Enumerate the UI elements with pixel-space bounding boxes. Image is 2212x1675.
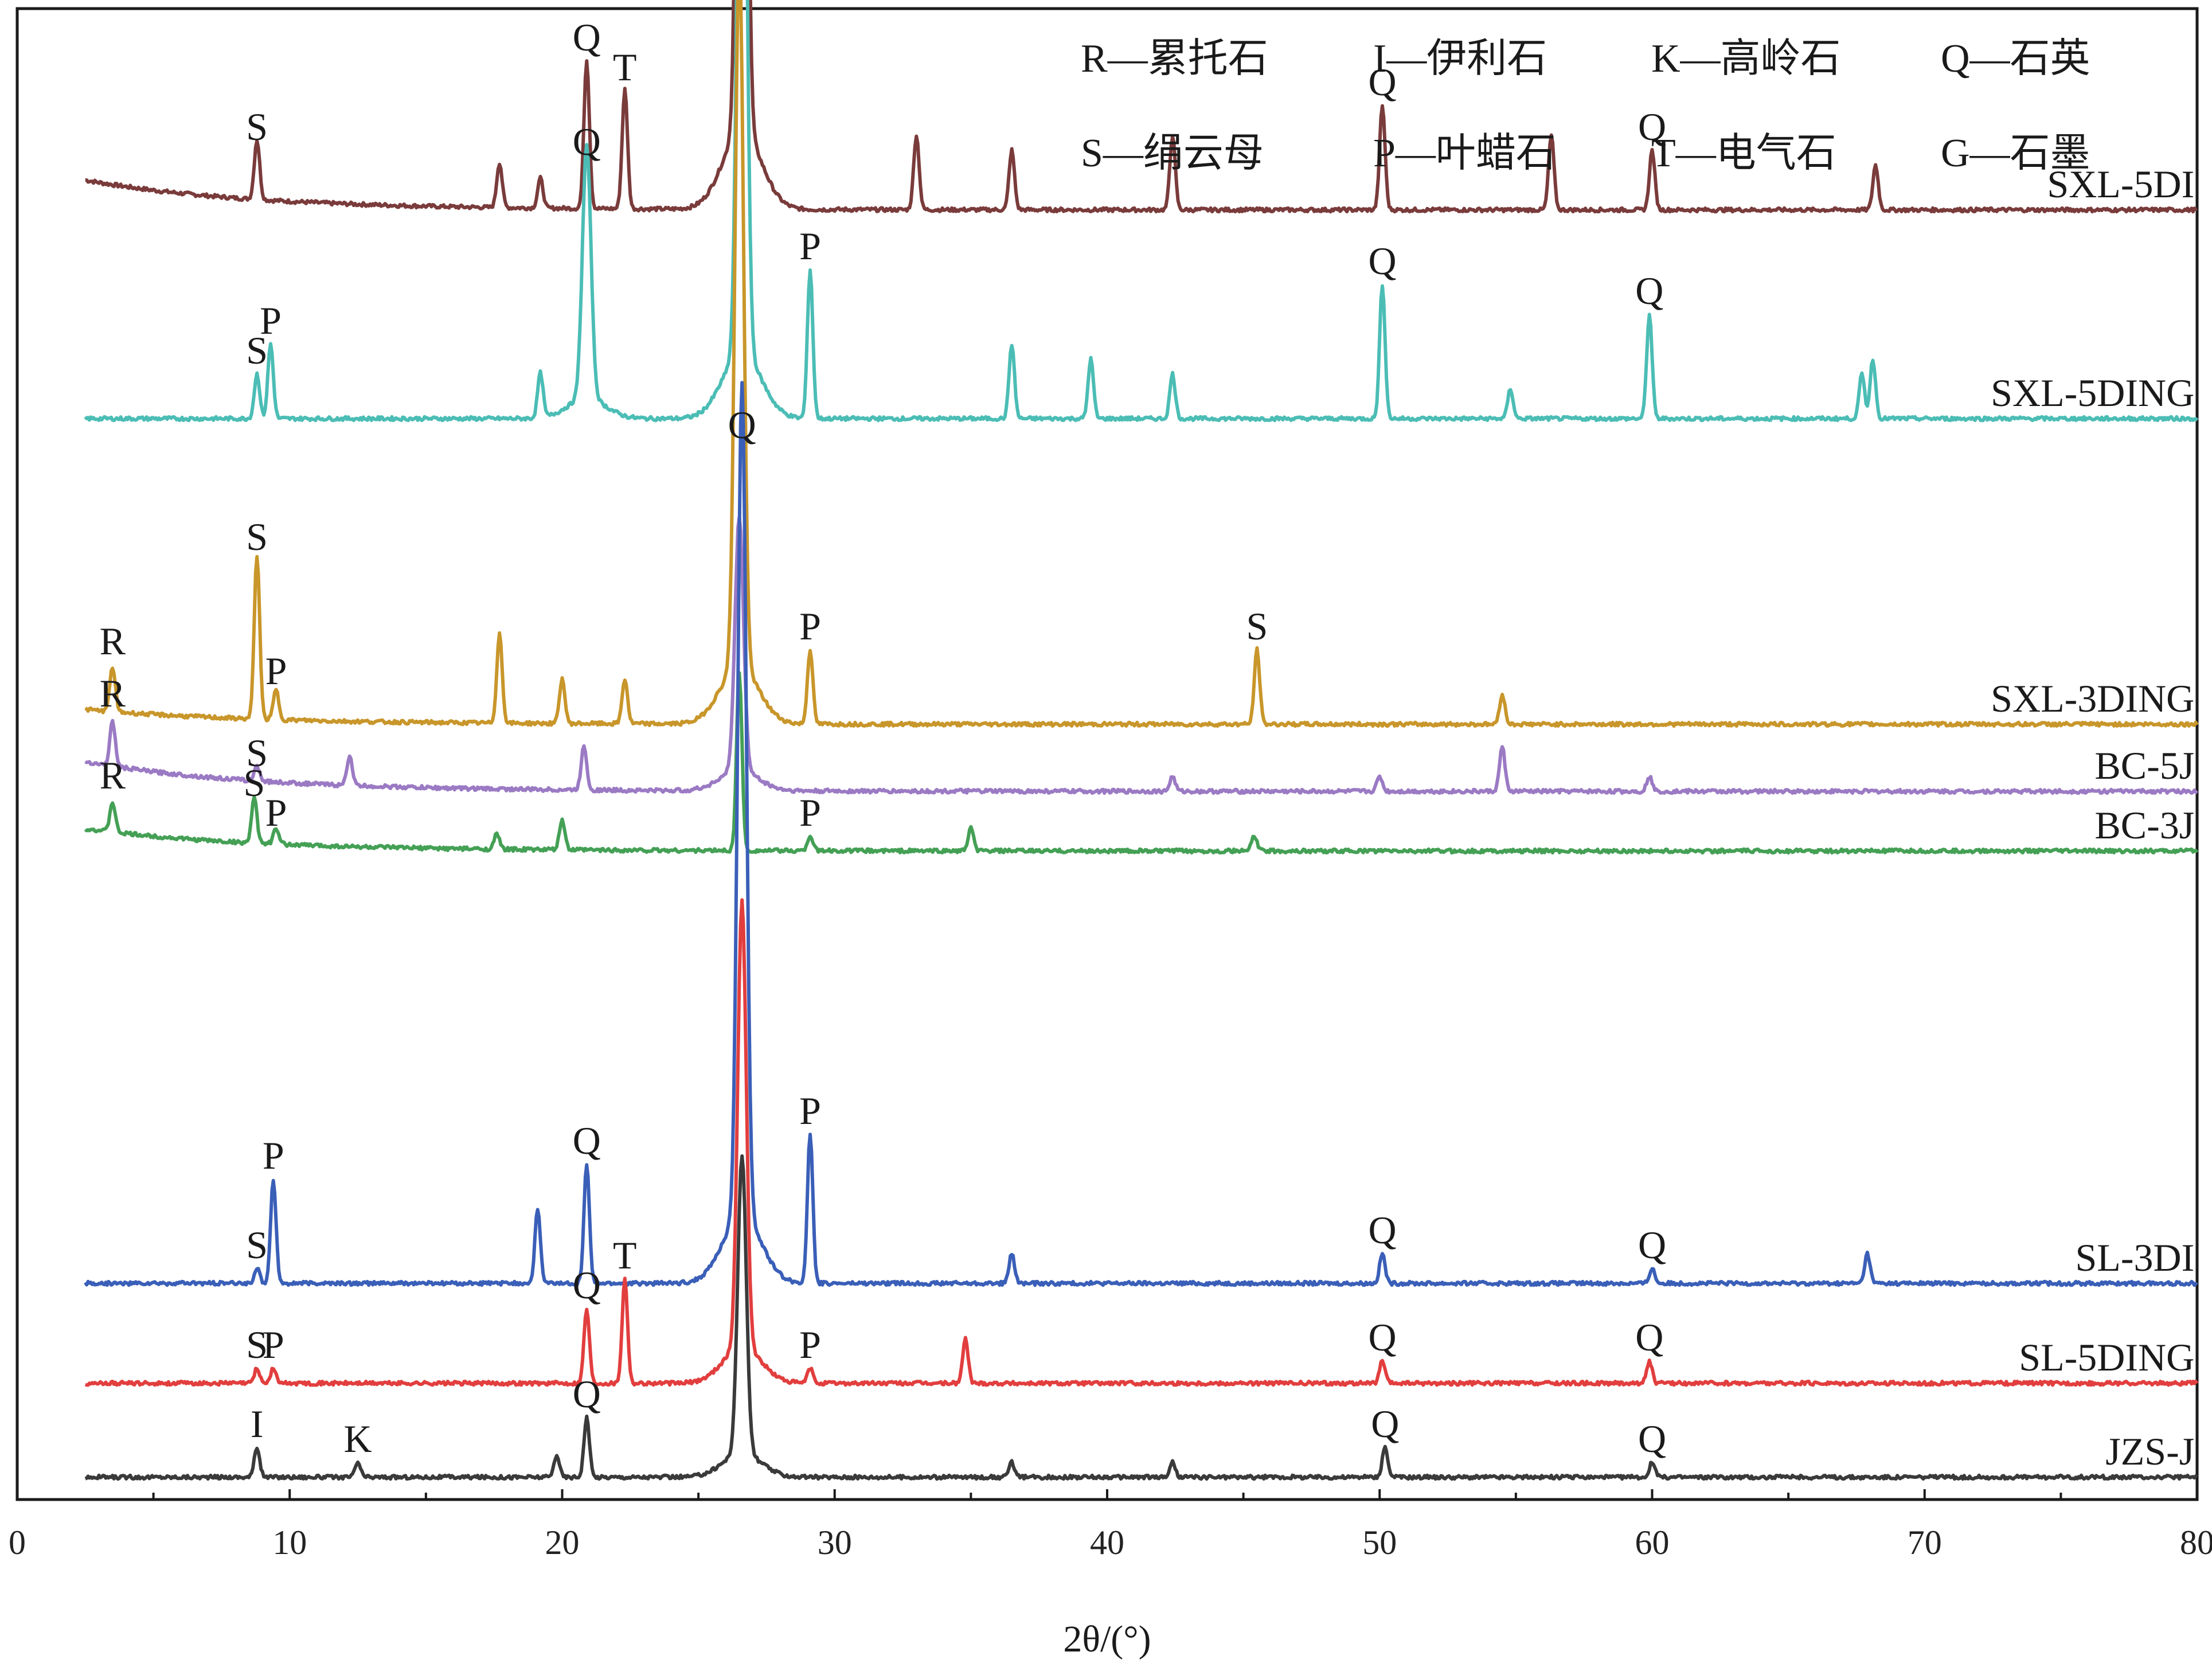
legend-entry-s: S—绢云母 <box>1081 131 1264 175</box>
peak-label-q: Q <box>573 1372 601 1416</box>
x-tick-label: 10 <box>272 1524 307 1561</box>
series-line-jzs-j <box>84 1154 2198 1481</box>
peak-label-t: T <box>613 1233 637 1277</box>
peak-label-q: Q <box>573 1263 601 1307</box>
peak-label-q: Q <box>573 1119 601 1162</box>
series-name-label: SXL-5DING <box>1991 371 2194 415</box>
series-name-label: JZS-J <box>2105 1430 2194 1473</box>
series-name-label: SXL-5DI <box>2047 162 2194 206</box>
peak-label-i: I <box>251 1402 264 1446</box>
peak-label-q: Q <box>1638 1417 1666 1461</box>
peak-label-p: P <box>263 1323 284 1366</box>
series-line-bc-5j <box>84 515 2198 795</box>
peak-label-p: P <box>263 1134 284 1177</box>
series-line-sl-5ding <box>84 898 2199 1387</box>
legend-entry-q: Q—石英 <box>1941 37 2090 81</box>
peak-label-p: P <box>799 1323 821 1366</box>
peak-label-q: Q <box>1368 239 1396 283</box>
peak-label-s: S <box>246 1323 268 1366</box>
legend-entry-g: G—石墨 <box>1941 131 2090 175</box>
x-axis: 0 10 20 30 40 50 60 70 80 <box>9 1489 2212 1561</box>
series-name-label: BC-5J <box>2094 744 2194 787</box>
peak-label-p: P <box>265 791 287 834</box>
x-tick-label: 20 <box>545 1524 580 1561</box>
series-line-sxl-5di <box>85 0 2198 214</box>
peak-label-q: Q <box>1368 60 1396 104</box>
peak-label-q: Q <box>1635 269 1663 313</box>
series-name-label: SXL-3DING <box>1991 677 2194 720</box>
peak-label-s: S <box>246 105 268 149</box>
peak-label-layer: SXL-5DISQTQQQSXL-5DINGSPQPQQSXL-3DINGRSP… <box>100 0 2195 1473</box>
legend-entry-p: P—叶蜡石 <box>1373 131 1556 175</box>
peak-label-s: S <box>246 1223 268 1267</box>
legend-entry-k: K—高岭石 <box>1651 37 1841 81</box>
x-tick-label: 50 <box>1362 1524 1397 1561</box>
peak-label-s: S <box>244 761 265 805</box>
x-tick-label: 70 <box>1908 1524 1942 1561</box>
series-line-sl-3di <box>84 381 2198 1287</box>
legend-entry-r: R—累托石 <box>1081 37 1268 81</box>
x-tick-label: 30 <box>818 1524 852 1561</box>
peak-label-q: Q <box>1635 1315 1663 1359</box>
series-name-label: BC-3J <box>2094 803 2194 847</box>
peak-label-r: R <box>100 753 126 797</box>
peak-label-s: S <box>1246 604 1268 648</box>
peak-label-r: R <box>100 619 126 663</box>
peak-label-p: P <box>799 224 821 268</box>
peak-label-p: P <box>799 1089 821 1133</box>
peak-label-r: R <box>100 671 126 715</box>
x-axis-label: 2θ/(°) <box>1063 1618 1151 1660</box>
peak-label-q: Q <box>1638 105 1666 149</box>
peak-label-q: Q <box>728 403 756 447</box>
peak-label-q: Q <box>1368 1208 1396 1252</box>
legend-entry-i: I—伊利石 <box>1373 37 1547 81</box>
peak-label-q: Q <box>573 120 601 163</box>
series-line-bc-3j <box>84 671 2199 855</box>
peak-label-g: G <box>725 0 753 7</box>
peak-label-k: K <box>344 1417 372 1461</box>
peak-label-q: Q <box>1638 1223 1666 1267</box>
series-name-label: SL-5DING <box>2019 1336 2194 1379</box>
legend: R—累托石 I—伊利石 K—高岭石 Q—石英 S—绢云母 P—叶蜡石 T—电气石 G—石墨 <box>1081 37 2090 175</box>
x-tick-label: 80 <box>2180 1524 2212 1561</box>
x-tick-label: 60 <box>1635 1524 1670 1561</box>
peak-label-p: P <box>799 791 821 834</box>
peak-label-s: S <box>246 731 268 775</box>
peak-label-p: P <box>260 299 282 342</box>
peak-label-q: Q <box>573 15 601 59</box>
peak-label-q: Q <box>1371 1402 1399 1446</box>
peak-label-p: P <box>799 604 821 648</box>
series-layer <box>84 0 2199 1481</box>
plot-frame <box>15 7 2199 1501</box>
x-tick-label: 0 <box>9 1524 26 1561</box>
legend-entry-t: T—电气石 <box>1651 131 1836 175</box>
x-tick-label: 40 <box>1090 1524 1124 1561</box>
peak-label-t: T <box>613 45 637 89</box>
series-line-sxl-5ding <box>84 0 2199 423</box>
peak-label-q: Q <box>1368 1315 1396 1359</box>
series-name-label: SL-3DI <box>2075 1236 2194 1279</box>
series-line-sxl-3ding <box>84 0 2199 728</box>
peak-label-s: S <box>246 515 268 559</box>
peak-label-s: S <box>246 329 268 372</box>
peak-label-p: P <box>265 649 287 693</box>
